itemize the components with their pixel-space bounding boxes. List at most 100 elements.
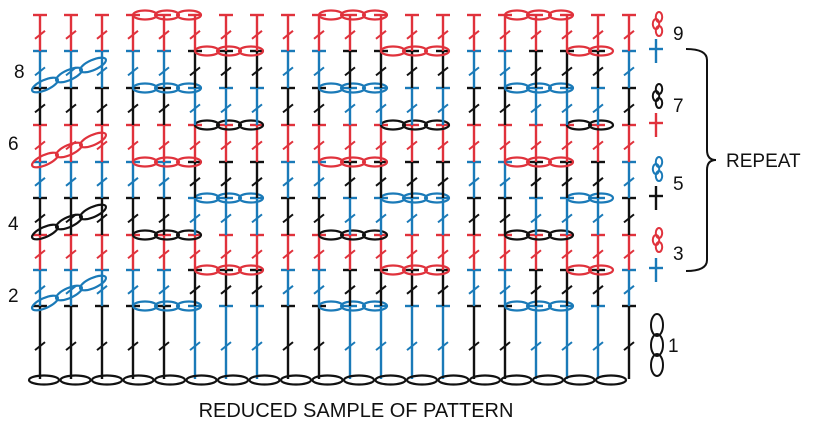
stitch-r4-c15 xyxy=(467,196,481,235)
chain-r9-15-1 xyxy=(525,9,553,21)
chain-r6-5-1 xyxy=(215,119,243,131)
stitch-r5-c4 xyxy=(126,160,140,198)
stitch-r1-c4 xyxy=(126,304,140,379)
stitch-grid xyxy=(27,9,636,386)
turning-chain-right-r1-2 xyxy=(650,313,664,337)
stitch-r9-c5 xyxy=(157,13,171,51)
stitch-r1-c16 xyxy=(498,304,512,379)
stitch-r8-c15 xyxy=(467,49,481,88)
chain-r4-11-2 xyxy=(423,192,451,204)
chain-r9-15-0 xyxy=(503,9,531,21)
chain-r2-11-2 xyxy=(423,264,451,276)
stitch-r2-c10 xyxy=(312,268,326,306)
stitch-r1-c6 xyxy=(188,304,202,379)
stitch-r1-c14 xyxy=(436,304,450,379)
chain-r5-3-2 xyxy=(175,156,203,168)
turning-chain-left-r2-0 xyxy=(30,294,60,312)
stitch-r7-c2 xyxy=(64,86,78,125)
chain-r2-17-1 xyxy=(587,264,615,276)
chain-r7-9-1 xyxy=(339,82,367,94)
chain-r5-9-2 xyxy=(361,156,389,168)
stitch-r1-c2 xyxy=(64,304,78,379)
chain-r5-15-1 xyxy=(525,156,553,168)
foundation-chain-6 xyxy=(185,374,218,386)
stitch-r5-c9 xyxy=(281,160,295,198)
turning-chain-left-r4-0 xyxy=(30,223,60,241)
turning-stitch-right-2 xyxy=(649,113,663,137)
stitch-r6-c16 xyxy=(498,123,512,162)
stitch-r5-c16 xyxy=(498,160,512,198)
stitch-r9-c11 xyxy=(343,13,357,51)
stitch-r6-c10 xyxy=(312,123,326,162)
stitch-r9-c16 xyxy=(498,13,512,51)
foundation-chain-3 xyxy=(90,374,124,386)
stitch-r7-c15 xyxy=(467,86,481,125)
chain-r5-3-1 xyxy=(153,156,181,168)
chain-r5-9-1 xyxy=(339,156,367,168)
row-label-8: 8 xyxy=(14,62,25,83)
stitch-r9-c14 xyxy=(436,13,450,51)
stitch-r9-c8 xyxy=(250,13,264,51)
row-label-4: 4 xyxy=(8,214,19,235)
chain-r8-11-2 xyxy=(423,45,451,57)
stitch-r3-c4 xyxy=(126,233,140,270)
chain-r4-11-1 xyxy=(401,192,429,204)
foundation-chain-2 xyxy=(59,374,92,386)
stitch-r3-c16 xyxy=(498,233,512,270)
turning-chain-left-r6-1 xyxy=(54,141,84,159)
chain-r3-3-2 xyxy=(175,229,203,241)
stitch-r9-c6 xyxy=(188,13,202,51)
turning-chain-left-r4-1 xyxy=(54,213,84,231)
stitch-r5-c3 xyxy=(95,160,109,198)
repeat-label: REPEAT xyxy=(726,151,801,172)
foundation-chain-11 xyxy=(342,374,376,386)
stitch-r9-c15 xyxy=(467,13,481,51)
turning-stitch-right-0 xyxy=(649,258,663,282)
stitch-r6-c4 xyxy=(126,123,140,162)
foundation-chain-19 xyxy=(594,374,628,386)
chain-r1-3-2 xyxy=(175,300,203,312)
stitch-r1-c13 xyxy=(405,304,419,379)
stitch-r9-c4 xyxy=(126,13,140,51)
stitch-r5-c20 xyxy=(622,160,636,198)
chain-r2-11-1 xyxy=(401,264,429,276)
turning-chain-right-r5-2 xyxy=(654,156,664,168)
stitch-r7-c3 xyxy=(95,86,109,125)
chain-r7-9-2 xyxy=(361,82,389,94)
chain-r1-3-1 xyxy=(153,300,181,312)
foundation-chain-4 xyxy=(122,374,155,386)
foundation-chain-10 xyxy=(311,374,344,386)
foundation-chain-15 xyxy=(468,374,502,386)
chain-r1-9-2 xyxy=(361,300,389,312)
stitch-r1-c20 xyxy=(622,304,636,379)
chain-r9-15-2 xyxy=(547,9,575,21)
chain-r7-3-1 xyxy=(153,82,181,94)
foundation-chain-16 xyxy=(500,374,533,386)
foundation-chain-7 xyxy=(216,374,250,386)
chain-r2-5-1 xyxy=(215,264,243,276)
stitch-r1-c10 xyxy=(312,304,326,379)
stitch-r9-c7 xyxy=(219,13,233,51)
stitch-r9-c19 xyxy=(591,13,605,51)
stitch-r3-c10 xyxy=(312,233,326,270)
stitch-r7-c1 xyxy=(33,86,47,125)
stitch-r1-c12 xyxy=(374,304,388,379)
row-label-1: 1 xyxy=(668,336,679,357)
turning-chain-left-r6-0 xyxy=(30,151,60,169)
turning-chains xyxy=(30,11,664,377)
foundation-chain-9 xyxy=(279,374,313,386)
row-labels: 1 2 3 4 5 6 7 8 9 xyxy=(8,24,684,357)
chain-r4-5-1 xyxy=(215,192,243,204)
stitch-r9-c17 xyxy=(529,13,543,51)
chain-r3-3-1 xyxy=(153,229,181,241)
foundation-chain-18 xyxy=(563,374,596,386)
stitch-r1-c11 xyxy=(343,304,357,379)
chain-r8-17-1 xyxy=(587,45,615,57)
chain-r8-5-1 xyxy=(215,45,243,57)
stitch-r8-c20 xyxy=(622,49,636,88)
chain-r9-9-2 xyxy=(361,9,389,21)
chain-r3-9-2 xyxy=(361,229,389,241)
stitch-r2-c9 xyxy=(281,268,295,306)
turning-chain-right-r1-0 xyxy=(650,353,664,377)
